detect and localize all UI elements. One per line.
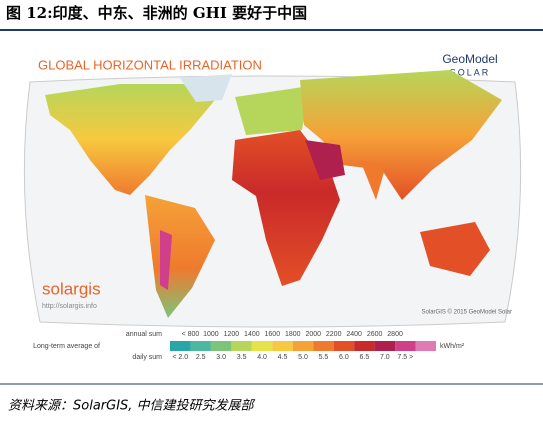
- legend-swatch: [415, 341, 436, 351]
- daily-tick-label: 7.5 >: [397, 354, 413, 361]
- south-america: [145, 195, 215, 318]
- annual-tick-label: 2800: [387, 331, 403, 338]
- daily-tick-label: < 2.0: [172, 354, 188, 361]
- annual-tick-label: 2000: [305, 331, 321, 338]
- annual-tick-label: 1400: [244, 331, 260, 338]
- brand: GeoModel: [442, 52, 497, 66]
- legend-swatch: [272, 341, 293, 351]
- legend-swatch: [292, 341, 314, 351]
- legend-swatch: [374, 341, 396, 351]
- india: [360, 160, 386, 200]
- logo-url: http://solargis.info: [42, 303, 97, 310]
- daily-tick-label: 6.0: [339, 354, 349, 361]
- legend: annual sum daily sum Long-term average o…: [33, 331, 465, 361]
- source: 资料来源：SolarGIS, 中信建投研究发展部: [8, 398, 256, 414]
- legend-swatch: [190, 341, 211, 351]
- daily-tick-label: 3.5: [237, 354, 247, 361]
- daily-tick-label: 5.0: [298, 354, 308, 361]
- africa: [232, 130, 340, 286]
- legend-swatch: [354, 341, 375, 351]
- asia: [300, 70, 502, 200]
- map-title: GLOBAL HORIZONTAL IRRADIATION: [38, 57, 262, 72]
- annual-tick-label: 1200: [224, 331, 240, 338]
- figure-title: 图 12:印度、中东、非洲的 GHI 要好于中国: [6, 4, 307, 22]
- north-america: [45, 84, 215, 195]
- annual-tick-label: 2200: [326, 331, 342, 338]
- copyright: SolarGIS © 2015 GeoModel Solar: [422, 309, 512, 316]
- australia: [420, 222, 490, 276]
- annual-tick-label: 1000: [203, 331, 219, 338]
- logo: solargis: [42, 279, 101, 298]
- daily-tick-label: 6.5: [360, 354, 370, 361]
- europe: [235, 86, 310, 135]
- daily-tick-label: 4.5: [278, 354, 288, 361]
- legend-swatch: [231, 341, 252, 351]
- daily-tick-label: 3.0: [216, 354, 226, 361]
- annual-tick-label: 1600: [265, 331, 281, 338]
- brand-sub: SOLAR: [450, 67, 491, 77]
- daily-tick-label: 5.5: [319, 354, 329, 361]
- legend-swatch: [313, 341, 334, 351]
- andes: [160, 230, 172, 290]
- middle-east: [305, 140, 345, 180]
- annual-tick-label: 1800: [285, 331, 301, 338]
- daily-label: daily sum: [132, 354, 162, 361]
- annual-tick-label: 2400: [346, 331, 362, 338]
- legend-swatch: [251, 341, 273, 351]
- legend-label: Long-term average of: [33, 343, 100, 350]
- legend-swatch: [395, 341, 416, 351]
- legend-swatch: [333, 341, 355, 351]
- greenland: [180, 74, 232, 102]
- annual-tick-label: < 800: [182, 331, 200, 338]
- legend-swatch: [210, 341, 232, 351]
- annual-label: annual sum: [126, 331, 162, 338]
- daily-tick-label: 4.0: [257, 354, 267, 361]
- annual-tick-label: 2600: [367, 331, 383, 338]
- daily-tick-label: 2.5: [196, 354, 206, 361]
- legend-swatch: [170, 341, 191, 351]
- unit: kWh/m²: [440, 343, 465, 350]
- daily-tick-label: 7.0: [380, 354, 390, 361]
